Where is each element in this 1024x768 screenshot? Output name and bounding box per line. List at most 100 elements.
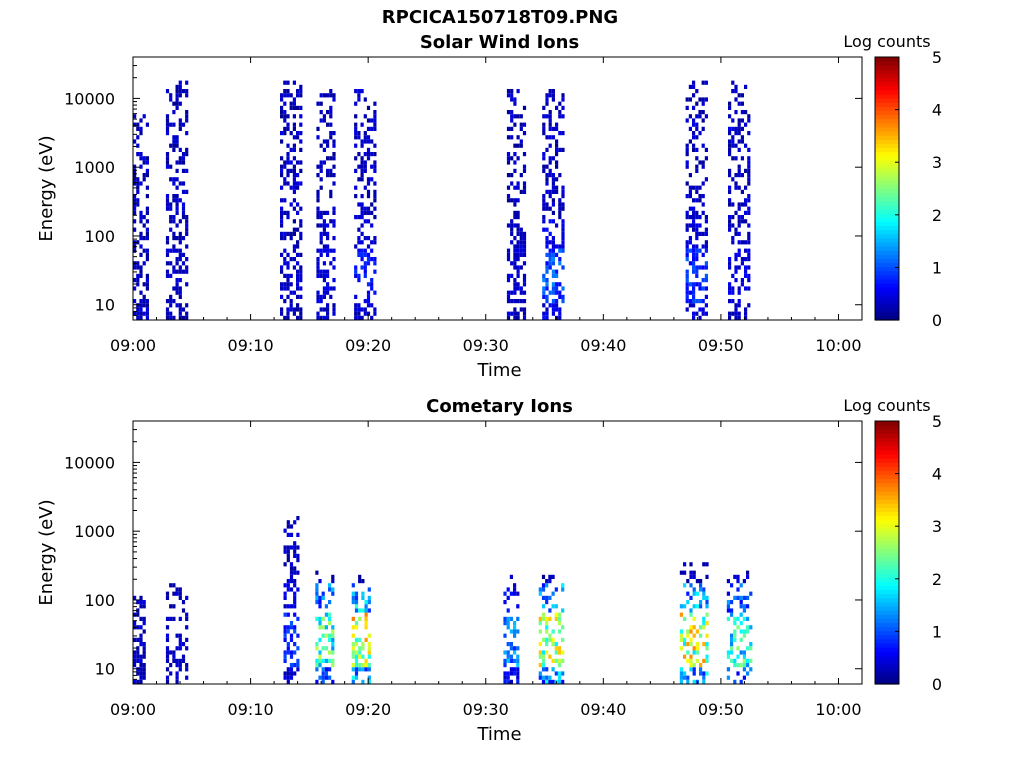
data-cell	[545, 600, 549, 605]
data-cell	[331, 663, 335, 668]
data-cell	[289, 566, 294, 571]
data-cell	[551, 299, 555, 304]
data-cell	[364, 663, 368, 668]
data-cell	[545, 667, 549, 672]
data-cell	[322, 315, 326, 320]
data-cell	[733, 637, 737, 642]
x-tick-label: 09:20	[345, 336, 391, 355]
data-cell	[357, 152, 361, 157]
data-cell	[702, 679, 706, 684]
data-cell	[561, 637, 565, 642]
data-cell	[175, 93, 179, 98]
data-cell	[701, 194, 705, 199]
data-cell	[701, 110, 705, 115]
data-cell	[357, 252, 361, 257]
data-cell	[361, 654, 365, 659]
data-cell	[746, 604, 750, 609]
data-cell	[545, 286, 549, 291]
data-cell	[510, 198, 514, 203]
x-axis-label: Time	[476, 724, 521, 745]
data-cell	[332, 278, 336, 283]
data-cell	[286, 520, 290, 525]
colorbar-segment	[875, 266, 899, 272]
data-cell	[736, 671, 740, 676]
data-cell	[286, 265, 290, 270]
figure-title: RPCICA150718T09.PNG	[382, 7, 618, 28]
data-cell	[705, 612, 709, 617]
data-cell	[561, 625, 565, 630]
data-cell	[685, 294, 689, 299]
data-cell	[139, 315, 143, 320]
data-cell	[548, 608, 552, 613]
colorbar-segment	[875, 81, 899, 87]
data-cell	[319, 294, 323, 299]
data-cell	[292, 105, 296, 110]
data-cell	[731, 299, 735, 304]
data-cell	[364, 612, 368, 617]
data-cell	[695, 257, 699, 262]
data-cell	[296, 240, 300, 245]
data-cell	[296, 663, 300, 668]
data-cell	[357, 93, 361, 98]
data-cell	[513, 286, 517, 291]
data-cell	[293, 663, 297, 668]
data-cell	[695, 248, 699, 253]
data-cell	[548, 173, 552, 178]
colorbar-segment	[875, 536, 899, 541]
data-cell	[286, 261, 290, 266]
data-cell	[561, 244, 565, 249]
data-cell	[705, 574, 709, 579]
data-cell	[728, 219, 732, 224]
data-cell	[328, 637, 332, 642]
data-cell	[175, 105, 179, 110]
data-cell	[133, 278, 137, 283]
data-cell	[740, 126, 744, 131]
data-cell	[695, 642, 699, 647]
data-cell	[747, 303, 751, 308]
data-cell	[728, 143, 732, 148]
data-cell	[555, 126, 559, 131]
data-cell	[542, 219, 546, 224]
data-cell	[688, 194, 692, 199]
data-cell	[545, 244, 549, 249]
data-cell	[136, 265, 140, 270]
data-cell	[503, 679, 507, 684]
data-cell	[358, 637, 362, 642]
data-cell	[292, 219, 296, 224]
data-cell	[510, 219, 514, 224]
data-cell	[686, 642, 690, 647]
data-cell	[728, 114, 732, 119]
data-cell	[551, 667, 555, 672]
data-cell	[136, 261, 140, 266]
data-cell	[165, 658, 170, 663]
data-cell	[548, 143, 552, 148]
data-cell	[701, 286, 705, 291]
data-cell	[728, 315, 732, 320]
data-cell	[165, 164, 170, 169]
data-cell	[513, 671, 517, 676]
data-cell	[692, 143, 696, 148]
data-cell	[289, 545, 294, 550]
data-cell	[332, 248, 336, 253]
data-cell	[688, 84, 692, 89]
data-cell	[169, 202, 173, 207]
data-cell	[289, 185, 293, 190]
data-cell	[731, 177, 735, 182]
data-cell	[293, 549, 297, 554]
colorbar-segment	[875, 421, 899, 426]
data-cell	[332, 164, 336, 169]
colorbar-segment	[875, 515, 899, 521]
data-cell	[181, 89, 186, 94]
data-cell	[280, 236, 284, 241]
data-cell	[516, 231, 520, 236]
colorbar-segment	[875, 122, 899, 128]
data-cell	[139, 658, 143, 663]
data-cell	[555, 139, 559, 144]
data-cell	[545, 252, 549, 257]
data-cell	[283, 248, 287, 253]
data-cell	[734, 257, 738, 262]
data-cell	[175, 206, 179, 211]
data-cell	[510, 89, 514, 94]
colorbar-segment	[875, 462, 899, 467]
data-cell	[178, 637, 182, 642]
